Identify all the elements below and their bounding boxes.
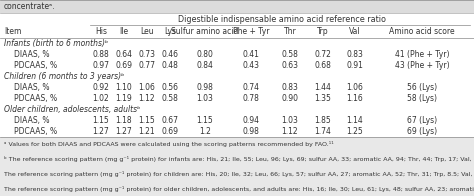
- Text: Digestible indispensable amino acid reference ratio: Digestible indispensable amino acid refe…: [178, 15, 386, 24]
- Text: 0.90: 0.90: [282, 94, 299, 103]
- Text: 0.94: 0.94: [243, 116, 259, 125]
- Text: 0.73: 0.73: [138, 50, 155, 59]
- Text: 1.27: 1.27: [92, 127, 109, 136]
- Text: 0.46: 0.46: [162, 50, 179, 59]
- Text: 0.41: 0.41: [243, 50, 259, 59]
- Text: 1.15: 1.15: [197, 116, 213, 125]
- Text: DIAAS, %: DIAAS, %: [14, 83, 49, 92]
- Text: 1.15: 1.15: [92, 116, 109, 125]
- Text: Item: Item: [4, 27, 21, 36]
- Text: 1.12: 1.12: [282, 127, 298, 136]
- Text: Thr: Thr: [283, 27, 296, 36]
- Text: 1.2: 1.2: [199, 127, 211, 136]
- Text: 1.74: 1.74: [315, 127, 331, 136]
- Text: Amino acid score: Amino acid score: [389, 27, 455, 36]
- Text: 1.44: 1.44: [315, 83, 331, 92]
- Text: Trp: Trp: [317, 27, 329, 36]
- Text: 0.80: 0.80: [197, 50, 213, 59]
- Text: 1.06: 1.06: [346, 83, 364, 92]
- Bar: [0, 0, 474, 13]
- Text: Val: Val: [349, 27, 361, 36]
- Text: 0.72: 0.72: [315, 50, 331, 59]
- Text: 67 (Lys): 67 (Lys): [407, 116, 437, 125]
- Text: PDCAAS, %: PDCAAS, %: [14, 94, 57, 103]
- Text: 0.92: 0.92: [92, 83, 109, 92]
- Bar: [0, 13, 474, 137]
- Text: DIAAS, %: DIAAS, %: [14, 50, 49, 59]
- Text: Lys: Lys: [164, 27, 176, 36]
- Text: 1.16: 1.16: [346, 94, 364, 103]
- Bar: [0, 137, 474, 196]
- Text: PDCAAS, %: PDCAAS, %: [14, 127, 57, 136]
- Text: 0.91: 0.91: [346, 61, 364, 70]
- Text: 0.68: 0.68: [315, 61, 331, 70]
- Text: 0.97: 0.97: [92, 61, 109, 70]
- Text: 1.19: 1.19: [116, 94, 132, 103]
- Text: 0.83: 0.83: [346, 50, 364, 59]
- Text: 1.18: 1.18: [116, 116, 132, 125]
- Text: 1.03: 1.03: [197, 94, 213, 103]
- Text: ᵃ Values for both DIAAS and PDCAAS were calculated using the scoring patterns re: ᵃ Values for both DIAAS and PDCAAS were …: [4, 141, 334, 147]
- Text: 69 (Lys): 69 (Lys): [407, 127, 437, 136]
- Text: 1.10: 1.10: [116, 83, 132, 92]
- Text: 58 (Lys): 58 (Lys): [407, 94, 437, 103]
- Text: 1.02: 1.02: [92, 94, 109, 103]
- Text: 43 (Phe + Tyr): 43 (Phe + Tyr): [395, 61, 449, 70]
- Text: The reference scoring pattern (mg g⁻¹ protein) for older children, adolescents, : The reference scoring pattern (mg g⁻¹ pr…: [4, 186, 474, 192]
- Text: 0.64: 0.64: [116, 50, 133, 59]
- Text: 0.56: 0.56: [162, 83, 179, 92]
- Text: 0.77: 0.77: [138, 61, 155, 70]
- Text: 0.78: 0.78: [243, 94, 259, 103]
- Text: 1.25: 1.25: [346, 127, 364, 136]
- Text: The reference scoring pattern (mg g⁻¹ protein) for children are: His, 20; Ile, 3: The reference scoring pattern (mg g⁻¹ pr…: [4, 171, 474, 177]
- Text: Ile: Ile: [119, 27, 128, 36]
- Text: Infants (birth to 6 months)ᵇ: Infants (birth to 6 months)ᵇ: [4, 39, 108, 48]
- Text: Phe + Tyr: Phe + Tyr: [233, 27, 269, 36]
- Text: DIAAS, %: DIAAS, %: [14, 116, 49, 125]
- Text: 0.48: 0.48: [162, 61, 178, 70]
- Text: 0.74: 0.74: [243, 83, 259, 92]
- Text: 0.83: 0.83: [282, 83, 299, 92]
- Text: 1.27: 1.27: [116, 127, 132, 136]
- Text: 1.14: 1.14: [346, 116, 364, 125]
- Text: 56 (Lys): 56 (Lys): [407, 83, 437, 92]
- Text: 0.84: 0.84: [197, 61, 213, 70]
- Text: 0.43: 0.43: [243, 61, 259, 70]
- Text: ᵇ The reference scoring pattern (mg g⁻¹ protein) for infants are: His, 21; Ile, : ᵇ The reference scoring pattern (mg g⁻¹ …: [4, 156, 474, 162]
- Text: His: His: [95, 27, 107, 36]
- Text: 1.35: 1.35: [315, 94, 331, 103]
- Text: 1.85: 1.85: [315, 116, 331, 125]
- Text: PDCAAS, %: PDCAAS, %: [14, 61, 57, 70]
- Text: 41 (Phe + Tyr): 41 (Phe + Tyr): [395, 50, 449, 59]
- Text: Children (6 months to 3 years)ᵇ: Children (6 months to 3 years)ᵇ: [4, 72, 124, 81]
- Text: Leu: Leu: [140, 27, 154, 36]
- Text: 0.58: 0.58: [282, 50, 299, 59]
- Text: 1.12: 1.12: [139, 94, 155, 103]
- Text: 1.06: 1.06: [138, 83, 155, 92]
- Text: Older children, adolescents, adultsᵇ: Older children, adolescents, adultsᵇ: [4, 105, 140, 114]
- Text: 0.98: 0.98: [197, 83, 213, 92]
- Text: 1.15: 1.15: [138, 116, 155, 125]
- Text: 1.03: 1.03: [282, 116, 299, 125]
- Text: 0.67: 0.67: [162, 116, 179, 125]
- Text: 0.69: 0.69: [116, 61, 133, 70]
- Text: 0.63: 0.63: [282, 61, 299, 70]
- Text: 0.69: 0.69: [162, 127, 179, 136]
- Text: Sulfur amino acid: Sulfur amino acid: [171, 27, 239, 36]
- Text: 0.58: 0.58: [162, 94, 178, 103]
- Text: 0.98: 0.98: [243, 127, 259, 136]
- Text: 0.88: 0.88: [92, 50, 109, 59]
- Text: 1.21: 1.21: [139, 127, 155, 136]
- Text: concentrateᵃ.: concentrateᵃ.: [4, 2, 55, 11]
